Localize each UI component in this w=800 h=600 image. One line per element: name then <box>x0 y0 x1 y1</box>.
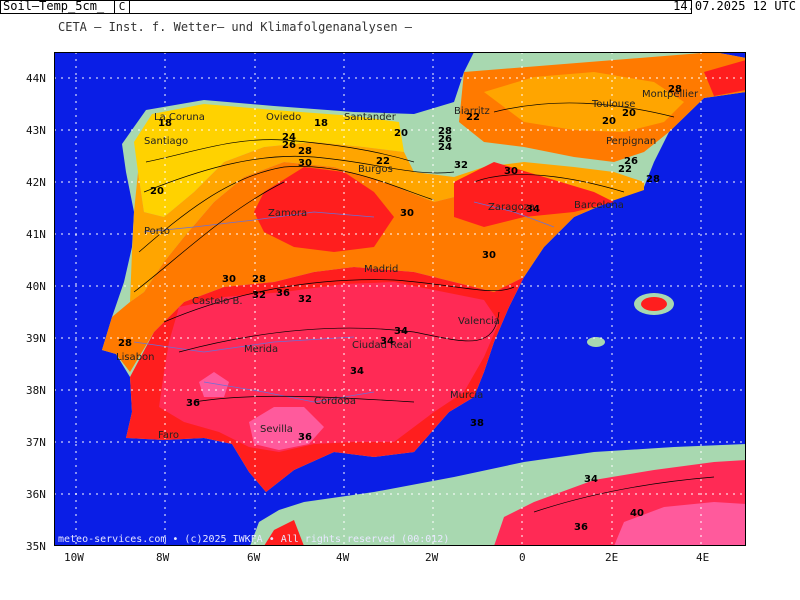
contour-label: 30 <box>482 250 496 261</box>
city-label: Madrid <box>364 264 398 275</box>
lon-label: 0 <box>519 551 526 564</box>
graticule <box>54 52 746 546</box>
unit-label: C <box>114 0 130 14</box>
isotherms <box>133 102 715 513</box>
contour-label: 20 <box>394 128 408 139</box>
city-label: Sevilla <box>260 424 293 435</box>
contour-label: 22 <box>618 164 632 175</box>
contour-label: 20 <box>150 186 164 197</box>
contour-label: 22 <box>466 112 480 123</box>
city-label: Barcelona <box>574 200 624 211</box>
contour-label: 34 <box>526 204 540 215</box>
contour-label: 28 <box>118 338 132 349</box>
contour-label: 26 <box>282 140 296 151</box>
lat-label: 40N <box>26 280 46 293</box>
copyright-text: meteo-services.com • (c)2025 IWKFA • All… <box>58 534 450 545</box>
lat-label: 42N <box>26 176 46 189</box>
contour-label: 30 <box>222 274 236 285</box>
city-label: Faro <box>158 430 179 441</box>
iberia-landmass <box>102 52 746 492</box>
contour-label: 30 <box>298 158 312 169</box>
contour-label: 38 <box>470 418 484 429</box>
lat-label: 43N <box>26 124 46 137</box>
contour-label: 20 <box>622 108 636 119</box>
contour-label: 32 <box>252 290 266 301</box>
lon-label: 4W <box>336 551 350 564</box>
contour-label: 32 <box>298 294 312 305</box>
contour-label: 34 <box>380 336 394 347</box>
lat-label: 37N <box>26 436 46 449</box>
city-label: Merida <box>244 344 278 355</box>
city-label: Burgos <box>358 164 393 175</box>
contour-label: 20 <box>602 116 616 127</box>
contour-label: 28 <box>668 84 682 95</box>
city-label: Montpellier <box>642 89 699 100</box>
contour-label: 18 <box>314 118 328 129</box>
city-label: Santiago <box>144 136 188 147</box>
lon-label: 4E <box>696 551 710 564</box>
north-africa <box>250 444 746 546</box>
city-label: Porto <box>144 226 170 237</box>
contour-label: 34 <box>350 366 364 377</box>
city-label: Cordoba <box>314 396 356 407</box>
balearic-islands <box>587 293 674 347</box>
city-label: Toulouse <box>591 99 635 110</box>
contour-label: 28 <box>298 146 312 157</box>
city-label: Zamora <box>268 208 307 219</box>
city-label: Lisabon <box>116 352 155 363</box>
contour-label: 28 <box>646 174 660 185</box>
city-label: Ciudad Real <box>352 340 412 351</box>
city-label: Murcia <box>450 390 483 401</box>
contour-label: 32 <box>454 160 468 171</box>
lon-label: 2W <box>425 551 439 564</box>
contour-labels: 18 18 20 20 22 24 26 28 30 32 30 30 28 2… <box>118 84 682 533</box>
chart-title: CETA – Inst. f. Wetter– und Klimafolgena… <box>58 20 413 34</box>
lon-label: 6W <box>247 551 261 564</box>
contour-label: 30 <box>504 166 518 177</box>
city-label: Biarritz <box>454 106 490 117</box>
soil-temperature-map: La Coruna Oviedo Santander Biarritz Toul… <box>54 52 746 546</box>
contour-label: 18 <box>158 118 172 129</box>
lat-label: 44N <box>26 72 46 85</box>
contour-label: 22 <box>376 156 390 167</box>
lon-label: 2E <box>605 551 619 564</box>
city-label: Valencia <box>458 316 500 327</box>
map-frame <box>54 52 746 546</box>
contour-label: 36 <box>298 432 312 443</box>
contour-label: 24 <box>438 142 452 153</box>
lat-label: 35N <box>26 540 46 553</box>
city-label: Santander <box>344 112 397 123</box>
lat-label: 41N <box>26 228 46 241</box>
lon-label: 10W <box>64 551 84 564</box>
france-region <box>459 52 746 162</box>
city-label: Castelo B. <box>192 296 243 307</box>
contour-label: 36 <box>186 398 200 409</box>
city-labels: La Coruna Oviedo Santander Biarritz Toul… <box>116 89 699 441</box>
contour-label: 30 <box>400 208 414 219</box>
lat-label: 36N <box>26 488 46 501</box>
lon-label: 8W <box>156 551 170 564</box>
contour-label: 34 <box>584 474 598 485</box>
lat-label: 39N <box>26 332 46 345</box>
contour-label: 26 <box>438 134 452 145</box>
city-label: Oviedo <box>266 112 301 123</box>
contour-label: 28 <box>252 274 266 285</box>
city-label: Zaragoza <box>488 202 535 213</box>
contour-label: 24 <box>282 132 296 143</box>
variable-bar: Soil–Temp_5cm_ C 14.07.2025 12 UTC <box>0 0 796 14</box>
contour-label: 28 <box>438 126 452 137</box>
contour-label: 36 <box>276 288 290 299</box>
city-label: La Coruna <box>154 112 205 123</box>
variable-label: Soil–Temp_5cm_ <box>3 0 105 13</box>
contour-label: 40 <box>630 508 644 519</box>
valid-datetime: 14.07.2025 12 UTC <box>673 0 796 13</box>
lat-label: 38N <box>26 384 46 397</box>
city-label: Perpignan <box>606 136 656 147</box>
contour-label: 26 <box>624 156 638 167</box>
contour-label: 34 <box>394 326 408 337</box>
contour-label: 36 <box>574 522 588 533</box>
